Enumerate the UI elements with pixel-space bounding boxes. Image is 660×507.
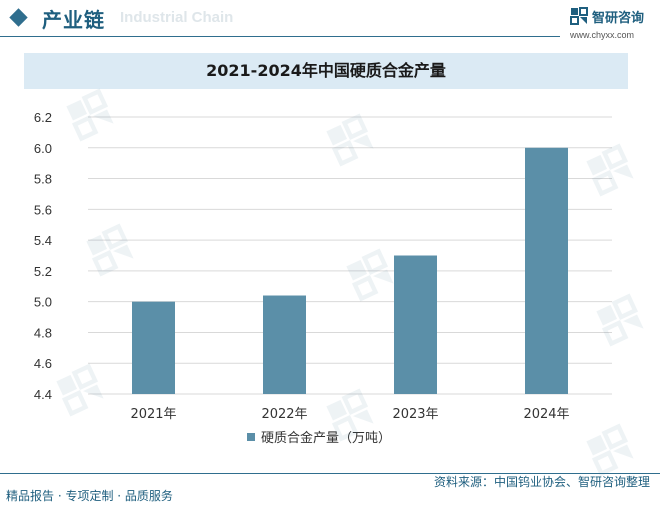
page-header: Industrial Chain 产业链 智研咨询 www.chyxx.com: [0, 0, 660, 40]
chart-title: 2021-2024年中国硬质合金产量: [206, 61, 446, 80]
brand-name: 智研咨询: [592, 11, 645, 26]
diamond-icon: [9, 8, 28, 27]
y-tick-label: 5.8: [34, 172, 52, 187]
chart-title-banner: 2021-2024年中国硬质合金产量: [24, 53, 628, 89]
footer-divider: [0, 473, 660, 474]
y-tick-label: 4.6: [34, 356, 52, 371]
header-divider: [0, 36, 560, 37]
y-tick-label: 4.4: [34, 387, 52, 402]
bar: [525, 147, 568, 394]
x-tick-label: 2021年: [130, 407, 176, 422]
brand-url: www.chyxx.com: [570, 30, 635, 40]
bar: [132, 301, 175, 394]
bar-chart: 4.4 4.6 4.8 5.0 5.2 5.4 5.6 5.8 6.0 6.2 2021年 2022年…: [34, 110, 612, 446]
y-tick-label: 5.0: [34, 295, 52, 310]
legend-swatch: [247, 433, 255, 441]
legend-label: 硬质合金产量（万吨）: [261, 430, 391, 446]
y-tick-label: 6.2: [34, 110, 52, 125]
brand: 智研咨询 www.chyxx.com: [570, 6, 654, 42]
page-footer: 资料来源：中国钨业协会、智研咨询整理 精品报告 · 专项定制 · 品质服务: [0, 473, 660, 507]
x-tick-label: 2023年: [392, 407, 438, 422]
y-tick-label: 5.4: [34, 233, 52, 248]
service-slogan: 精品报告 · 专项定制 · 品质服务: [6, 489, 173, 503]
x-tick-label: 2022年: [261, 407, 307, 422]
bar: [394, 255, 437, 394]
x-tick-label: 2024年: [523, 407, 569, 422]
section-title: 产业链: [42, 8, 105, 32]
y-tick-label: 6.0: [34, 141, 52, 156]
y-tick-label: 5.2: [34, 264, 52, 279]
y-tick-label: 5.6: [34, 202, 52, 217]
y-tick-label: 4.8: [34, 325, 52, 340]
bar: [263, 295, 306, 394]
data-source: 资料来源：中国钨业协会、智研咨询整理: [433, 475, 650, 489]
brand-logo-icon: [570, 7, 588, 25]
section-subtitle: Industrial Chain: [120, 9, 234, 26]
